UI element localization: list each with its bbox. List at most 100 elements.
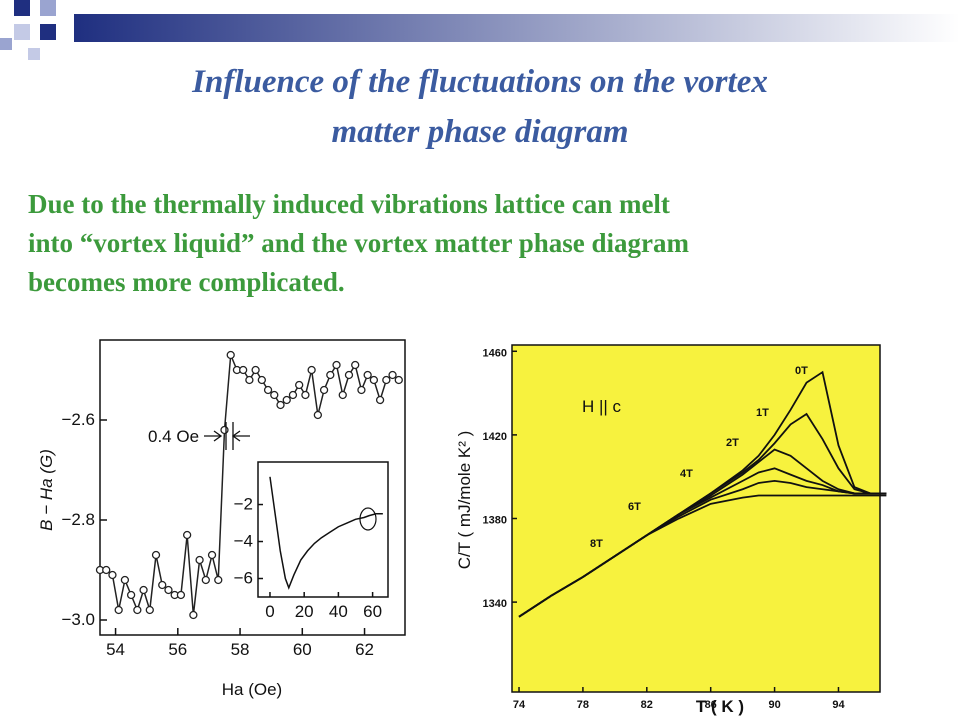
series-line [269,476,383,590]
x-axis-label: T ( K ) [696,697,744,716]
point [363,370,372,380]
point [338,390,347,400]
point [326,370,335,380]
deco [40,0,56,16]
point [226,350,235,360]
x-tick-label: 86 [705,699,717,711]
body-text: Due to the thermally induced vibrations … [28,189,670,219]
y-tick-label: −4 [234,532,253,551]
deco [40,24,56,40]
point [120,575,130,585]
body-text: becomes more complicated. [28,267,345,297]
y-tick-label: −2 [234,495,253,514]
point [382,375,391,385]
y-tick-label: 1340 [483,598,507,610]
point [263,385,273,395]
point [257,375,266,385]
plot-frame [511,344,881,693]
point [319,385,329,395]
point [357,385,366,395]
point [114,605,123,615]
point [151,550,161,560]
point [270,390,279,400]
title: Influence of the fluctuations on the vor… [191,64,768,100]
y-tick-label: −2.8 [61,510,95,529]
deco [14,24,30,40]
x-tick-label: 74 [513,699,526,711]
y-tick-label: −6 [234,569,253,588]
point [375,395,385,405]
x-tick-label: 62 [355,640,374,659]
x-tick-label: 60 [363,602,382,621]
series-label: 1T [756,407,769,419]
point [295,380,304,390]
series-label: 4T [680,468,693,480]
y-tick-label: 1460 [483,347,507,359]
annotation: H || c [582,397,622,416]
x-tick-label: 56 [168,640,187,659]
header-bar [74,14,960,42]
point [313,410,323,420]
point [182,530,192,540]
point [276,400,285,410]
point [189,610,198,620]
point [307,365,316,375]
point [369,375,379,385]
point [282,395,291,405]
point [108,570,117,580]
point [133,605,142,615]
y-tick-label: 1380 [483,515,507,527]
series-label: 8T [590,538,603,550]
x-tick-label: 60 [293,640,312,659]
title: matter phase diagram [331,114,628,150]
y-tick-label: −3.0 [61,610,95,629]
point [102,565,111,575]
point [164,585,173,595]
point [214,575,223,585]
x-tick-label: 78 [577,699,589,711]
x-tick-label: 94 [832,699,845,711]
point [176,590,186,600]
series-label: 6T [628,501,641,513]
y-axis-label: C/T ( mJ/mole K² ) [455,431,474,570]
deco [14,0,30,16]
point [145,605,154,615]
y-tick-label: 1420 [483,431,507,443]
body-text: into “vortex liquid” and the vortex matt… [28,228,689,258]
x-tick-label: 0 [265,602,274,621]
inset-circle [359,507,377,531]
x-tick-label: 40 [329,602,348,621]
point [388,370,397,380]
deco [0,38,12,50]
point [195,555,204,565]
x-tick-label: 82 [641,699,653,711]
point [301,390,310,400]
point [251,365,260,375]
point [245,375,254,385]
y-axis-label: B − Ha (G) [37,449,56,531]
point [239,365,248,375]
deco [28,48,40,60]
x-axis-label: Ha (Oe) [222,680,282,699]
point [220,425,229,435]
point [207,550,217,560]
point [288,390,298,400]
point [158,580,167,590]
x-tick-label: 58 [231,640,250,659]
x-tick-label: 54 [106,640,125,659]
series-label: 0T [795,365,808,377]
series-label: 2T [726,437,739,449]
series-line [518,494,887,618]
point [126,590,136,600]
annotation-arrow [204,422,250,450]
point [139,585,148,595]
x-tick-label: 20 [295,602,314,621]
x-tick-label: 90 [768,699,780,711]
point [351,360,360,370]
point [201,575,210,585]
point [344,370,354,380]
annotation: 0.4 Oe [148,427,199,446]
point [332,360,341,370]
point [394,375,403,385]
